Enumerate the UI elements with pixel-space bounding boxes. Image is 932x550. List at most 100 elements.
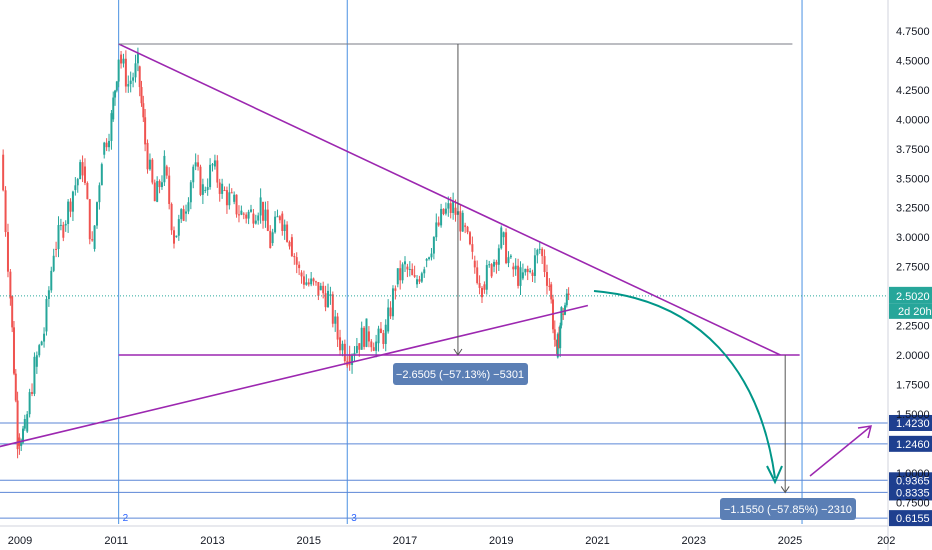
- candle-body: [120, 54, 123, 64]
- candle-body: [543, 256, 546, 273]
- candle-body: [471, 244, 474, 252]
- candle-body: [134, 63, 137, 78]
- y-tick-label: 3.5000: [896, 173, 930, 185]
- candle-body: [329, 294, 332, 297]
- candle-body: [278, 216, 281, 221]
- candle-body: [35, 355, 38, 367]
- candle-body: [93, 225, 96, 249]
- countdown-label: 2d 20h: [898, 306, 932, 318]
- candle-body: [391, 288, 394, 317]
- ascending-support-line[interactable]: [0, 304, 589, 448]
- candle-body: [428, 257, 431, 260]
- candle-body: [322, 285, 325, 294]
- candle-body: [96, 202, 98, 226]
- candle-body: [538, 248, 541, 250]
- candle-body: [223, 190, 226, 192]
- candle-body: [192, 166, 195, 183]
- candle-body: [435, 222, 438, 238]
- y-tick-label: 4.2500: [896, 85, 930, 97]
- candle-body: [420, 273, 423, 282]
- candle-body: [259, 197, 262, 216]
- y-tick-label: 1.0000: [896, 468, 930, 480]
- time-axis: 2009 2011 2013 2015 2017 2019 2021 2023 2025 202: [0, 525, 895, 547]
- y-tick-label: 4.7500: [896, 26, 930, 38]
- rebound-arrow-line[interactable]: [809, 426, 871, 477]
- candle-body: [177, 219, 180, 236]
- candle-body: [250, 209, 252, 212]
- candle-body: [108, 140, 111, 148]
- candle-body: [365, 318, 368, 347]
- y-tick-label: 3.0000: [896, 232, 930, 244]
- candle-body: [4, 190, 7, 233]
- price-level-badge: [889, 414, 932, 431]
- candle-body: [98, 185, 101, 203]
- candle-body: [81, 162, 84, 176]
- candle-body: [558, 334, 560, 349]
- candle-body: [555, 339, 558, 347]
- candle-body: [481, 287, 483, 298]
- candle-body: [319, 285, 322, 291]
- candle-body: [194, 162, 197, 167]
- candle-body: [245, 214, 248, 219]
- candle-body: [235, 194, 238, 215]
- candle-body: [16, 400, 19, 450]
- candle-body: [6, 232, 9, 272]
- candle-body: [384, 324, 387, 344]
- candle-body: [79, 162, 82, 180]
- x-tick-label: 2011: [104, 535, 128, 547]
- y-tick-label: 4.0000: [896, 114, 930, 126]
- candle-body: [26, 414, 29, 432]
- x-tick-label: 2019: [489, 535, 513, 547]
- candle-body: [199, 166, 202, 195]
- price-level-label: 1.2460: [896, 439, 930, 451]
- candle-body: [507, 257, 510, 264]
- measure-1-box: [393, 363, 528, 385]
- candle-body: [466, 226, 469, 233]
- candle-body: [38, 345, 41, 356]
- candle-body: [375, 341, 378, 351]
- candle-body: [266, 209, 269, 231]
- candle-body: [132, 77, 135, 81]
- candle-body: [69, 201, 72, 212]
- candle-body: [43, 333, 46, 342]
- candle-body: [367, 331, 370, 342]
- candle-body: [514, 265, 517, 270]
- candle-body: [416, 279, 419, 285]
- candle-body: [228, 192, 231, 206]
- candle-body: [2, 154, 5, 191]
- candle-body: [324, 293, 327, 308]
- candle-body: [339, 337, 342, 351]
- price-level-badge: [889, 484, 932, 501]
- candle-body: [64, 223, 67, 226]
- candle-body: [360, 327, 363, 350]
- candle-body: [476, 267, 479, 284]
- candle-body: [22, 428, 25, 443]
- candle-body: [432, 236, 435, 254]
- candle-body: [355, 345, 358, 353]
- candle-body: [225, 190, 228, 206]
- candle-body: [307, 282, 310, 285]
- candle-body: [293, 256, 296, 258]
- candle-body: [459, 211, 462, 232]
- candle-body: [478, 283, 481, 288]
- candlestick-series: [0, 47, 888, 459]
- candle-body: [88, 199, 91, 240]
- price-level-badge: [889, 435, 932, 452]
- x-tick-label: 2009: [8, 535, 32, 547]
- descending-resistance-line[interactable]: [118, 43, 781, 356]
- candle-body: [76, 179, 79, 186]
- candle-body: [560, 307, 563, 326]
- trendlines[interactable]: [0, 43, 873, 485]
- candle-body: [317, 282, 320, 296]
- candle-body: [213, 160, 216, 167]
- candle-body: [404, 261, 406, 265]
- candle-body: [242, 213, 245, 215]
- measurement-tools[interactable]: −2.6505 (−57.13%) −5301 −1.1550 (−57.85%)…: [393, 43, 856, 520]
- candle-body: [173, 230, 175, 244]
- candle-body: [314, 281, 317, 283]
- candle-body: [45, 299, 48, 332]
- candle-body: [47, 290, 50, 300]
- projection-curve-arrow[interactable]: [593, 290, 776, 479]
- candle-body: [408, 268, 411, 270]
